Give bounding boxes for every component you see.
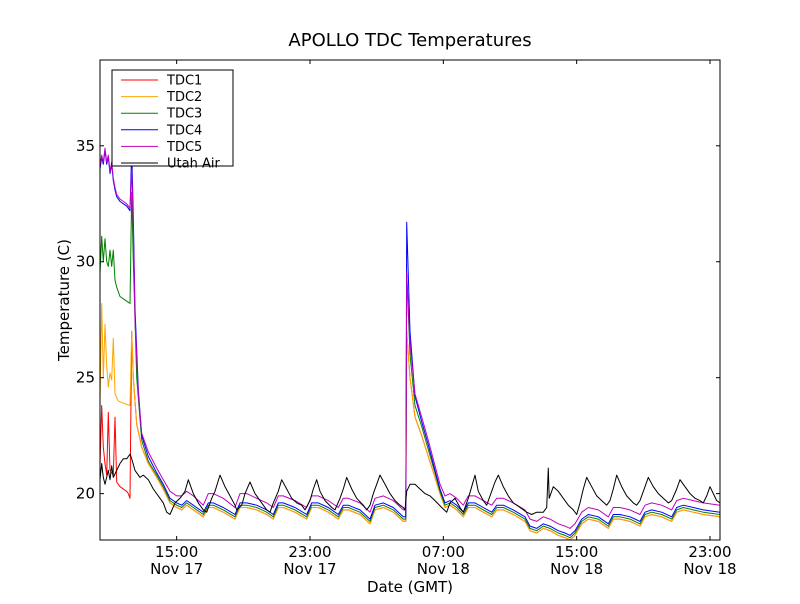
x-tick-label-time: 15:00 [155,543,198,561]
x-tick-label-time: 07:00 [422,543,465,561]
series-layer [100,147,720,540]
y-axis-label: Temperature (C) [55,239,73,362]
legend-label: TDC1 [166,74,202,89]
legend-box [111,69,234,167]
series-line-utah-air [100,453,720,515]
x-tick-label-date: Nov 18 [550,560,603,578]
legend-label: TDC4 [166,123,202,138]
legend-label: TDC2 [166,90,202,105]
x-tick-label-time: 23:00 [688,543,731,561]
y-tick-label: 35 [76,137,95,155]
x-tick-label-date: Nov 17 [150,560,203,578]
series-line-tdc2 [100,303,720,540]
legend-label: TDC5 [166,140,202,155]
series-line-tdc5 [100,147,720,529]
x-tick-label-date: Nov 18 [417,560,470,578]
x-tick-label-date: Nov 18 [683,560,736,578]
legend-label: TDC3 [166,107,202,122]
x-axis-label: Date (GMT) [367,578,453,596]
y-tick-label: 30 [76,253,95,271]
legend-label: Utah Air [167,157,220,172]
x-tick-label-date: Nov 17 [283,560,336,578]
x-tick-label-time: 23:00 [288,543,331,561]
plot-area-frame [99,59,721,541]
y-tick-label: 20 [76,485,95,503]
y-tick-label: 25 [76,369,95,387]
chart-title: APOLLO TDC Temperatures [288,30,531,51]
x-tick-label-time: 15:00 [555,543,598,561]
